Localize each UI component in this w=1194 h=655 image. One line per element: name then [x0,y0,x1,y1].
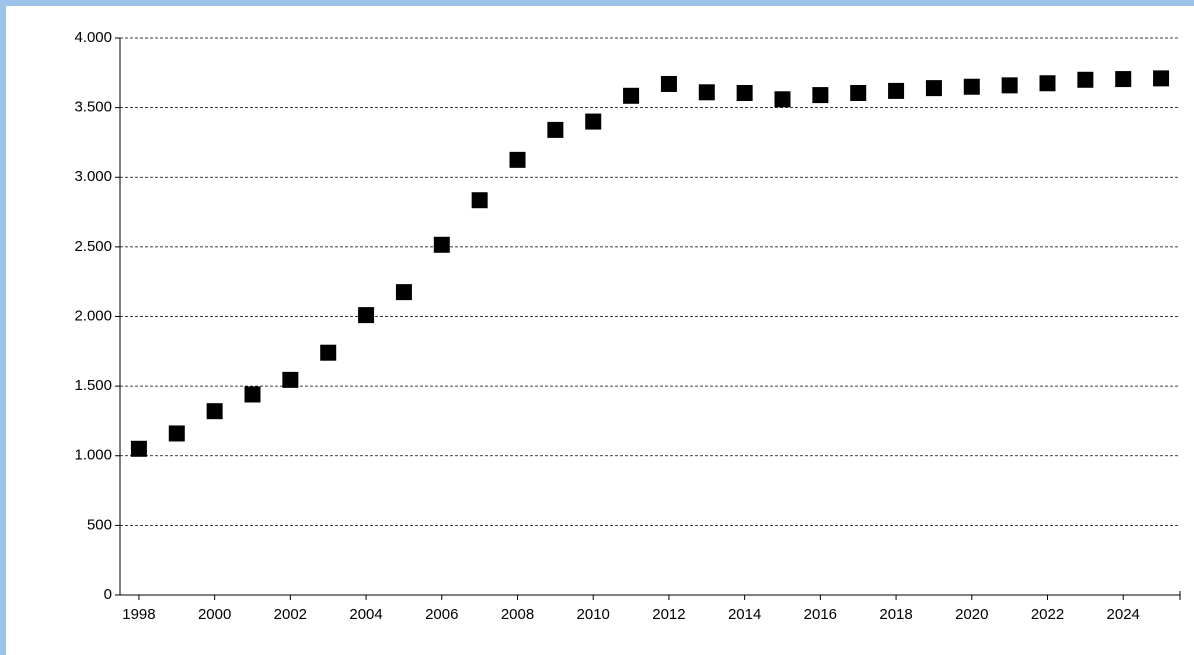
marker [774,91,791,108]
x-tick-label: 2000 [198,606,231,623]
marker [244,386,261,403]
x-tick-label: 2004 [349,606,382,623]
marker [623,87,640,104]
y-tick-label: 4.000 [74,29,112,46]
marker [812,87,829,104]
marker [471,192,488,209]
x-tick-label: 2016 [804,606,837,623]
x-tick-label: 2012 [652,606,685,623]
x-tick-label: 2014 [728,606,761,623]
marker [850,85,867,102]
marker [320,344,337,361]
marker [509,151,526,168]
marker [888,82,905,99]
y-tick-label: 2.000 [74,307,112,324]
y-tick-label: 2.500 [74,238,112,255]
y-tick-label: 0 [104,586,112,603]
marker [698,84,715,101]
marker [660,75,677,92]
marker [547,121,564,138]
y-tick-label: 3.000 [74,168,112,185]
marker [168,425,185,442]
y-tick-label: 1.000 [74,447,112,464]
x-tick-label: 1998 [122,606,155,623]
y-tick-label: 1.500 [74,377,112,394]
x-tick-label: 2020 [955,606,988,623]
y-tick-label: 3.500 [74,99,112,116]
marker [1153,70,1170,87]
marker [736,85,753,102]
x-tick-label: 2002 [274,606,307,623]
marker [963,78,980,95]
x-tick-label: 2024 [1107,606,1140,623]
marker [130,440,147,457]
marker [1001,77,1018,94]
marker [395,284,412,301]
marker [433,236,450,253]
marker [925,80,942,97]
marker [1077,71,1094,88]
x-tick-label: 2008 [501,606,534,623]
x-tick-label: 2006 [425,606,458,623]
x-tick-label: 2022 [1031,606,1064,623]
chart: 0 500 1.000 1.500 2.000 2.500 3.000 3.500 4.000 1… [74,29,1181,623]
marker [1115,71,1132,88]
chart-area: 0 500 1.000 1.500 2.000 2.500 3.000 3.500 4.000 1… [6,6,1194,655]
marker [1039,75,1056,92]
marker [358,307,375,324]
y-tick-label: 500 [87,516,112,533]
marker [206,403,223,420]
x-tick-label: 2018 [879,606,912,623]
marker [282,371,299,388]
x-tick-label: 2010 [577,606,610,623]
marker [585,113,602,130]
